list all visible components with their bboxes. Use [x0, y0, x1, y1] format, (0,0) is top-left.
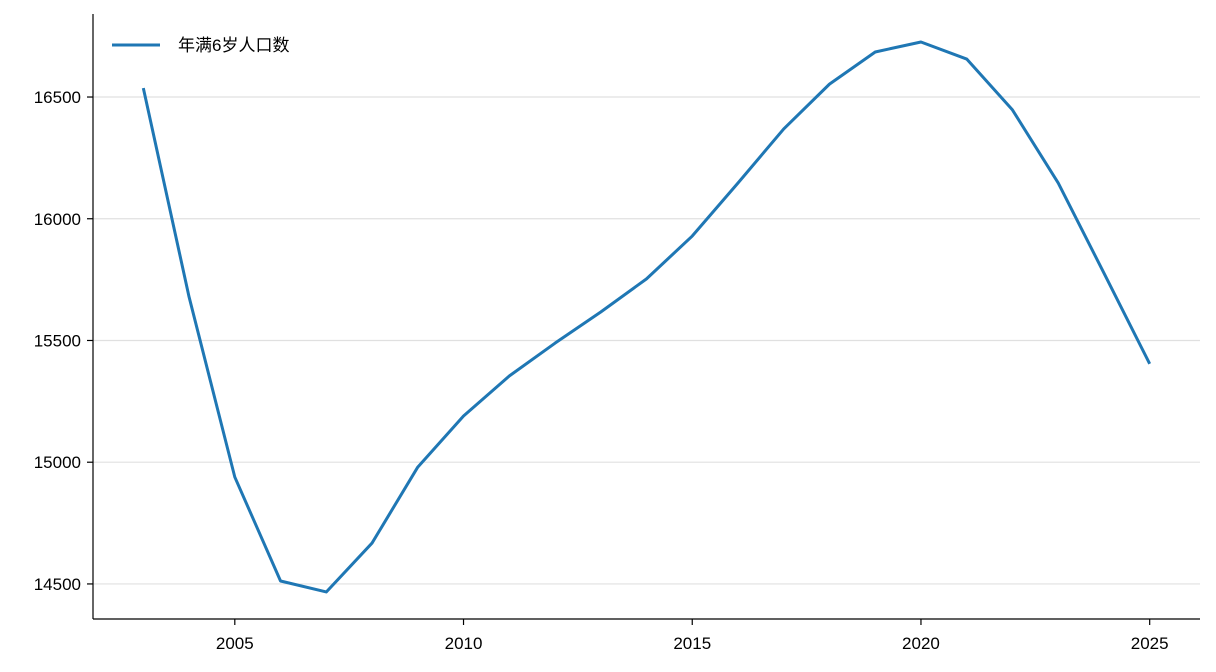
x-tick-label: 2025 [1131, 634, 1169, 653]
line [141, 40, 1152, 594]
y-tick-label: 16500 [34, 88, 81, 107]
y-tick-label: 15500 [34, 331, 81, 350]
x-tick-label: 2005 [216, 634, 254, 653]
x-tick-label: 2010 [445, 634, 483, 653]
x-tick-label: 2015 [673, 634, 711, 653]
legend-label: 年满6岁人口数 [178, 36, 289, 55]
y-tick-label: 16000 [34, 210, 81, 229]
y-tick-label: 14500 [34, 575, 81, 594]
y-tick-label: 15000 [34, 453, 81, 472]
x-tick-label: 2020 [902, 634, 940, 653]
